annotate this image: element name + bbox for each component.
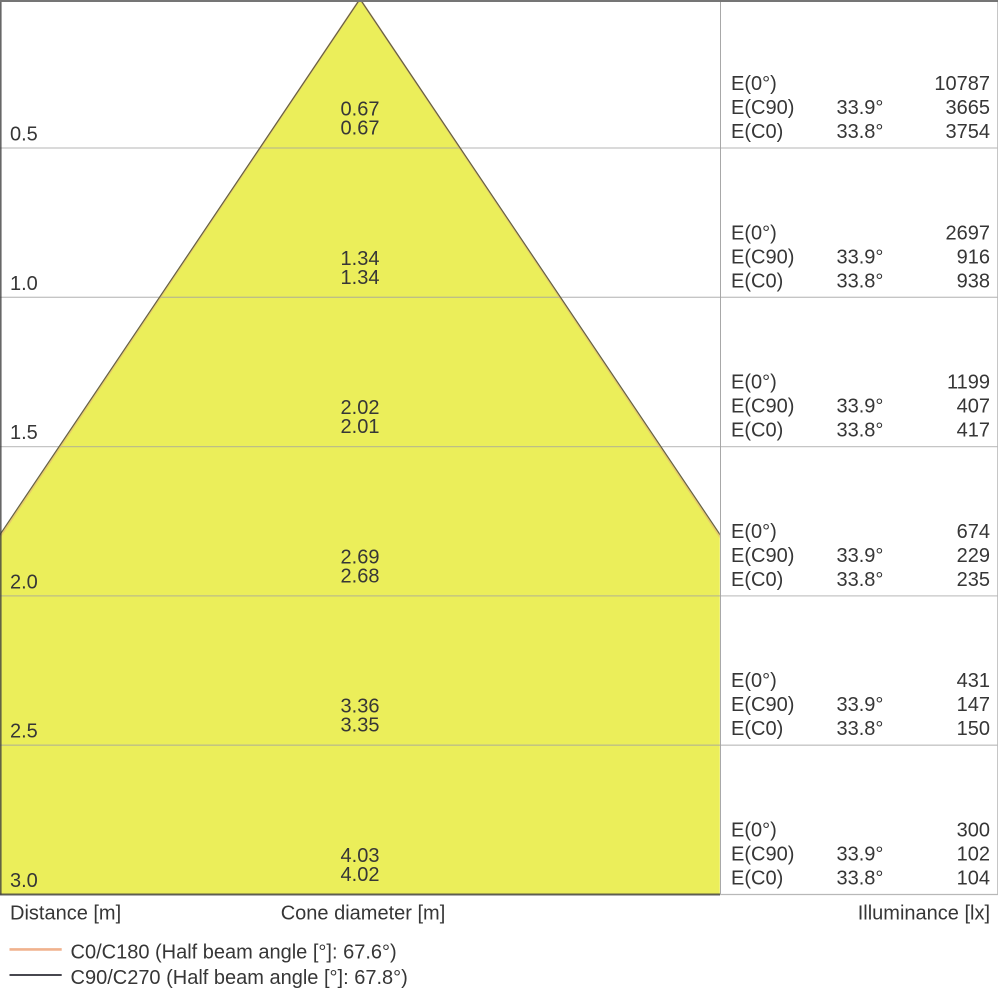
svg-text:C90/C270 (Half beam angle [°]:: C90/C270 (Half beam angle [°]: 67.8°) — [71, 967, 408, 989]
svg-text:3.36: 3.36 — [341, 696, 380, 718]
svg-text:33.9°: 33.9° — [837, 545, 884, 567]
svg-text:1.0: 1.0 — [10, 273, 38, 295]
svg-text:2.5: 2.5 — [10, 721, 38, 743]
svg-text:E(C90): E(C90) — [731, 97, 794, 119]
svg-text:2.69: 2.69 — [341, 546, 380, 568]
svg-text:417: 417 — [957, 420, 990, 442]
svg-text:E(C0): E(C0) — [731, 868, 783, 890]
svg-text:235: 235 — [957, 569, 990, 591]
svg-text:E(0°): E(0°) — [731, 372, 777, 394]
svg-text:407: 407 — [957, 396, 990, 418]
svg-text:3.35: 3.35 — [341, 715, 380, 737]
svg-text:431: 431 — [957, 670, 990, 692]
svg-text:E(C0): E(C0) — [731, 569, 783, 591]
svg-text:3.0: 3.0 — [10, 870, 38, 892]
svg-text:1199: 1199 — [947, 372, 990, 394]
svg-text:2697: 2697 — [946, 222, 991, 244]
svg-text:102: 102 — [957, 844, 990, 866]
svg-text:33.8°: 33.8° — [837, 718, 884, 740]
svg-text:0.67: 0.67 — [341, 118, 380, 140]
svg-text:E(C0): E(C0) — [731, 121, 783, 143]
svg-text:E(C0): E(C0) — [731, 270, 783, 292]
svg-text:33.8°: 33.8° — [837, 868, 884, 890]
svg-text:E(0°): E(0°) — [731, 820, 777, 842]
svg-text:0.67: 0.67 — [341, 99, 380, 121]
svg-text:Distance [m]: Distance [m] — [10, 903, 121, 925]
svg-text:10787: 10787 — [934, 73, 990, 95]
svg-text:E(C0): E(C0) — [731, 718, 783, 740]
svg-text:33.9°: 33.9° — [837, 396, 884, 418]
svg-text:E(C90): E(C90) — [731, 396, 794, 418]
svg-text:104: 104 — [957, 868, 990, 890]
svg-text:3754: 3754 — [946, 121, 991, 143]
svg-text:2.0: 2.0 — [10, 571, 38, 593]
svg-text:33.8°: 33.8° — [837, 569, 884, 591]
svg-text:C0/C180 (Half beam angle [°]:: C0/C180 (Half beam angle [°]: 67.6°) — [71, 942, 397, 964]
svg-text:E(C90): E(C90) — [731, 844, 794, 866]
svg-text:3665: 3665 — [946, 97, 991, 119]
svg-text:E(C90): E(C90) — [731, 694, 794, 716]
svg-text:Cone diameter [m]: Cone diameter [m] — [281, 903, 446, 925]
svg-text:1.5: 1.5 — [10, 422, 38, 444]
svg-text:E(0°): E(0°) — [731, 670, 777, 692]
svg-text:916: 916 — [957, 246, 990, 268]
svg-text:E(0°): E(0°) — [731, 222, 777, 244]
svg-text:33.9°: 33.9° — [837, 246, 884, 268]
svg-text:0.5: 0.5 — [10, 124, 38, 146]
svg-text:4.03: 4.03 — [341, 845, 380, 867]
svg-text:938: 938 — [957, 270, 990, 292]
svg-text:33.8°: 33.8° — [837, 270, 884, 292]
svg-text:1.34: 1.34 — [341, 248, 380, 270]
svg-text:674: 674 — [957, 521, 990, 543]
svg-text:2.01: 2.01 — [341, 416, 380, 438]
svg-text:150: 150 — [957, 718, 990, 740]
svg-text:229: 229 — [957, 545, 990, 567]
svg-text:2.68: 2.68 — [341, 565, 380, 587]
svg-text:33.8°: 33.8° — [837, 420, 884, 442]
svg-text:1.34: 1.34 — [341, 267, 380, 289]
svg-text:E(C90): E(C90) — [731, 246, 794, 268]
svg-text:E(C90): E(C90) — [731, 545, 794, 567]
svg-text:E(C0): E(C0) — [731, 420, 783, 442]
svg-text:E(0°): E(0°) — [731, 521, 777, 543]
svg-text:Illuminance [lx]: Illuminance [lx] — [858, 903, 990, 925]
svg-text:E(0°): E(0°) — [731, 73, 777, 95]
svg-text:33.9°: 33.9° — [837, 97, 884, 119]
svg-text:33.9°: 33.9° — [837, 694, 884, 716]
svg-text:300: 300 — [957, 820, 990, 842]
svg-text:147: 147 — [957, 694, 990, 716]
svg-text:2.02: 2.02 — [341, 397, 380, 419]
svg-text:33.8°: 33.8° — [837, 121, 884, 143]
svg-text:33.9°: 33.9° — [837, 844, 884, 866]
svg-text:4.02: 4.02 — [341, 864, 380, 886]
